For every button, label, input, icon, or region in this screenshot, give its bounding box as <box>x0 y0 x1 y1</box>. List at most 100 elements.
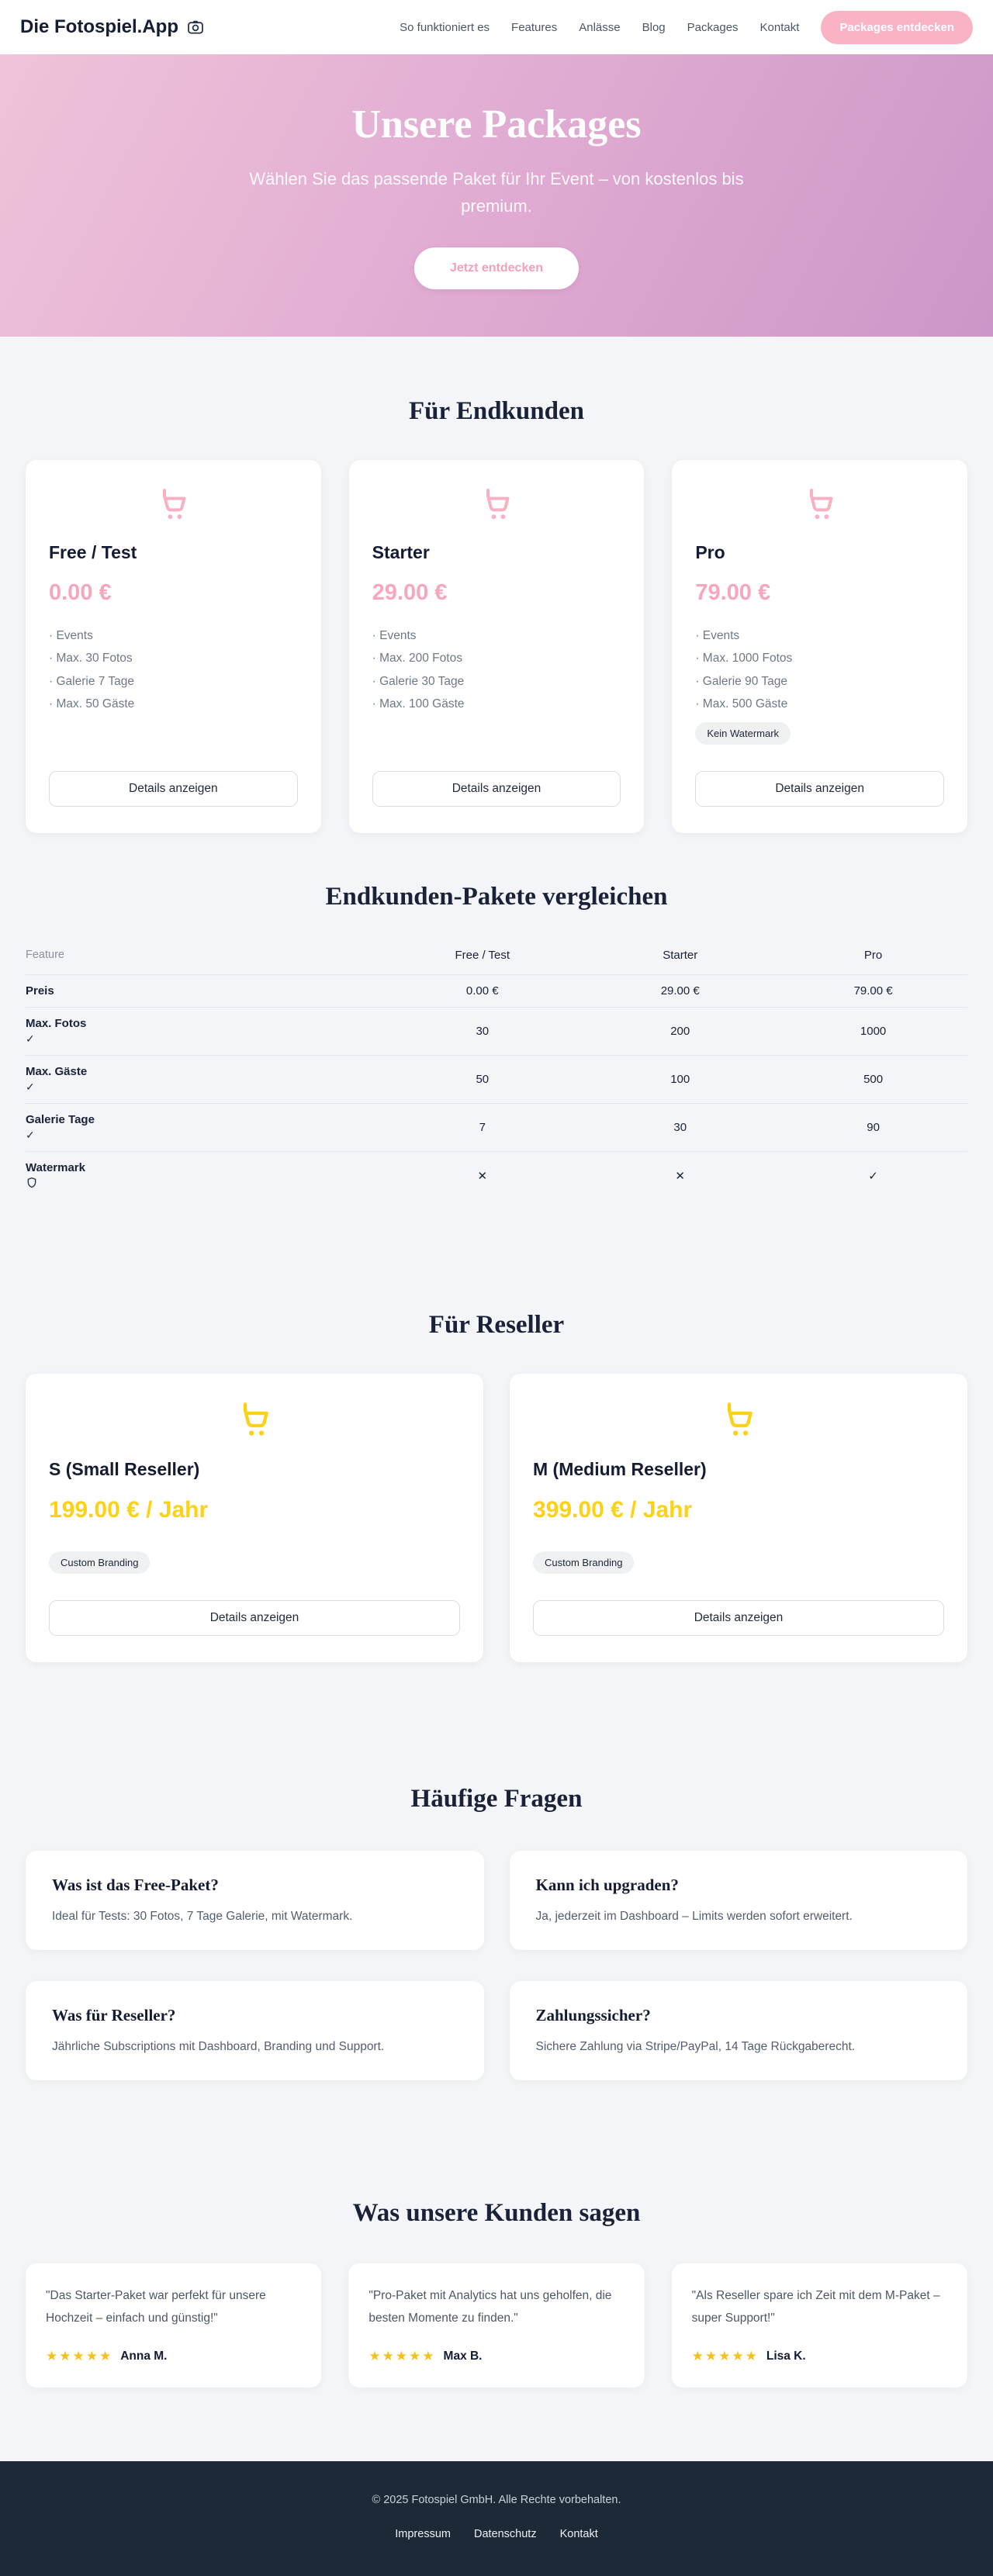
faq-question: Zahlungssicher? <box>535 2006 651 2024</box>
row-label-text: Max. Fotos <box>26 1016 87 1030</box>
table-row-max-fotos: Max. Fotos ✓ 30 200 1000 <box>26 1008 967 1056</box>
details-anzeigen-button[interactable]: Details anzeigen <box>49 1599 460 1636</box>
table-header-row: Feature Free / Test Starter Pro <box>26 938 967 975</box>
package-title: S (Small Reseller) <box>49 1458 200 1479</box>
cart-icon <box>154 488 192 522</box>
nav-features[interactable]: Features <box>511 20 558 34</box>
nav-so-funktioniert-es[interactable]: So funktioniert es <box>400 20 490 34</box>
package-card-s-reseller: S (Small Reseller) 199.00 € / Jahr Custo… <box>26 1373 483 1662</box>
custom-branding-badge: Custom Branding <box>533 1551 635 1574</box>
feature-item: Max. 500 Gäste <box>695 693 792 715</box>
testimonial-card: "Das Starter-Paket war perfekt für unser… <box>26 2263 322 2388</box>
cart-icon <box>234 1402 275 1439</box>
cart-icon <box>478 488 515 522</box>
compare-heading: Endkunden-Pakete vergleichen <box>325 882 668 911</box>
reseller-cards: S (Small Reseller) 199.00 € / Jahr Custo… <box>26 1373 967 1662</box>
row-label-text: Watermark <box>26 1160 85 1174</box>
package-price: 0.00 € <box>49 580 112 605</box>
faq-question: Kann ich upgraden? <box>535 1875 679 1894</box>
cross-icon: ✕ <box>477 1170 488 1184</box>
section-faq: Häufige Fragen Was ist das Free-Paket? I… <box>13 1785 980 2081</box>
package-price: 29.00 € <box>372 580 448 605</box>
cell-value: 100 <box>670 1072 690 1086</box>
faq-card: Was ist das Free-Paket? Ideal für Tests:… <box>26 1850 484 1950</box>
details-anzeigen-button[interactable]: Details anzeigen <box>49 770 298 807</box>
logo[interactable]: Die Fotospiel.App <box>20 16 205 38</box>
hero-title: Unsere Packages <box>351 102 642 147</box>
testimonial-meta: ★★★★★ Max B. <box>368 2349 624 2364</box>
section-endkunden: Für Endkunden Free / Test 0.00 € Events … <box>13 397 980 833</box>
packages-entdecken-button[interactable]: Packages entdecken <box>821 10 973 44</box>
jetzt-entdecken-button[interactable]: Jetzt entdecken <box>413 247 580 289</box>
nav-kontakt[interactable]: Kontakt <box>759 20 800 34</box>
column-header-feature: Feature <box>26 949 64 962</box>
nav-anlaesse[interactable]: Anlässe <box>579 20 621 34</box>
table-row-watermark: Watermark ✕ ✕ ✓ <box>26 1152 967 1208</box>
hero: Unsere Packages Wählen Sie das passende … <box>0 54 993 337</box>
nav-packages[interactable]: Packages <box>687 20 739 34</box>
testimonials-heading: Was unsere Kunden sagen <box>352 2199 641 2228</box>
package-price: 199.00 € / Jahr <box>49 1496 209 1523</box>
package-price: 399.00 € / Jahr <box>533 1496 693 1523</box>
testimonial-card: "Pro-Paket mit Analytics hat uns geholfe… <box>348 2263 645 2388</box>
testimonial-quote: "Als Reseller spare ich Zeit mit dem M-P… <box>691 2289 940 2325</box>
faq-question: Was für Reseller? <box>52 2006 176 2024</box>
cart-icon <box>801 488 839 522</box>
endkunden-cards: Free / Test 0.00 € Events Max. 30 Fotos … <box>26 460 967 833</box>
feature-item: Max. 50 Gäste <box>49 693 134 715</box>
row-label-text: Galerie Tage <box>26 1112 95 1126</box>
cell-value: 50 <box>476 1072 490 1086</box>
feature-item: Max. 200 Fotos <box>372 647 465 669</box>
column-header-pro: Pro <box>863 948 883 962</box>
footer-link-impressum[interactable]: Impressum <box>395 2527 451 2540</box>
faq-card: Was für Reseller? Jährliche Subscription… <box>26 1981 484 2081</box>
testimonial-name: Max B. <box>443 2349 483 2363</box>
testimonial-meta: ★★★★★ Lisa K. <box>692 2349 947 2364</box>
feature-list: Events Max. 30 Fotos Galerie 7 Tage Max.… <box>49 624 134 716</box>
row-label: Galerie Tage ✓ <box>26 1113 383 1142</box>
row-label: Preis <box>26 984 54 998</box>
details-anzeigen-button[interactable]: Details anzeigen <box>533 1599 944 1636</box>
row-label-text: Max. Gäste <box>26 1064 88 1078</box>
faq-question: Was ist das Free-Paket? <box>52 1875 219 1894</box>
hero-subtitle: Wählen Sie das passende Paket für Ihr Ev… <box>249 169 744 216</box>
faq-heading: Häufige Fragen <box>410 1784 583 1813</box>
package-card-m-reseller: M (Medium Reseller) 399.00 € / Jahr Cust… <box>510 1373 967 1662</box>
cell-value: 79.00 € <box>853 984 893 998</box>
check-icon: ✓ <box>26 1128 35 1141</box>
package-card-pro: Pro 79.00 € Events Max. 1000 Fotos Galer… <box>672 460 967 833</box>
endkunden-heading: Für Endkunden <box>409 397 584 425</box>
package-title: Free / Test <box>49 542 137 562</box>
footer-link-kontakt[interactable]: Kontakt <box>559 2527 598 2540</box>
testimonial-card: "Als Reseller spare ich Zeit mit dem M-P… <box>671 2263 967 2388</box>
cell-value: 0.00 € <box>465 984 499 998</box>
testimonial-quote: "Das Starter-Paket war perfekt für unser… <box>46 2289 266 2325</box>
testimonial-meta: ★★★★★ Anna M. <box>46 2349 301 2364</box>
column-header-starter: Starter <box>663 948 698 962</box>
cart-icon <box>718 1402 759 1439</box>
feature-item: Galerie 90 Tage <box>695 670 792 693</box>
faq-answer: Jährliche Subscriptions mit Dashboard, B… <box>52 2040 385 2053</box>
star-icons: ★★★★★ <box>368 2348 436 2363</box>
cell-value: 200 <box>670 1024 690 1038</box>
compare-table: Feature Free / Test Starter Pro Preis 0.… <box>26 938 967 1208</box>
details-anzeigen-button[interactable]: Details anzeigen <box>372 770 621 807</box>
cross-icon: ✕ <box>675 1170 685 1184</box>
package-card-starter: Starter 29.00 € Events Max. 200 Fotos Ga… <box>348 460 645 833</box>
nav-blog[interactable]: Blog <box>642 20 666 34</box>
testimonial-name: Lisa K. <box>766 2349 806 2363</box>
footer-links: Impressum Datenschutz Kontakt <box>16 2528 977 2540</box>
row-label: Max. Gäste ✓ <box>26 1065 383 1094</box>
check-icon: ✓ <box>26 1032 35 1045</box>
feature-list: Events Max. 1000 Fotos Galerie 90 Tage M… <box>695 624 792 716</box>
star-icons: ★★★★★ <box>46 2348 113 2363</box>
main-nav: So funktioniert es Features Anlässe Blog… <box>400 10 973 44</box>
details-anzeigen-button[interactable]: Details anzeigen <box>695 770 944 807</box>
feature-list: Events Max. 200 Fotos Galerie 30 Tage Ma… <box>372 624 465 716</box>
star-icons: ★★★★★ <box>691 2348 759 2363</box>
faq-grid: Was ist das Free-Paket? Ideal für Tests:… <box>26 1850 967 2081</box>
footer-link-datenschutz[interactable]: Datenschutz <box>473 2527 537 2540</box>
cell-value: 30 <box>476 1024 490 1038</box>
faq-answer: Sichere Zahlung via Stripe/PayPal, 14 Ta… <box>535 2040 856 2053</box>
cell-value: 90 <box>867 1120 880 1134</box>
